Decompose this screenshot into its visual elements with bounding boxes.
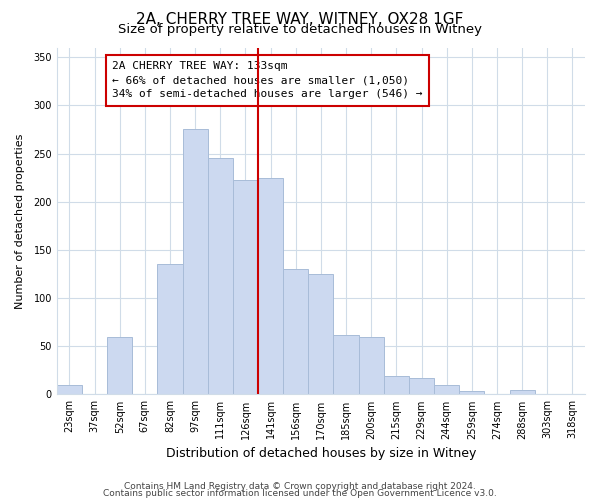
- Y-axis label: Number of detached properties: Number of detached properties: [15, 134, 25, 308]
- Bar: [107, 336, 132, 394]
- Bar: [334, 334, 359, 394]
- Bar: [308, 274, 334, 394]
- Bar: [384, 376, 409, 394]
- Bar: [258, 178, 283, 394]
- Text: Size of property relative to detached houses in Witney: Size of property relative to detached ho…: [118, 22, 482, 36]
- Bar: [182, 130, 208, 394]
- Bar: [233, 180, 258, 394]
- Bar: [283, 269, 308, 394]
- Text: Contains public sector information licensed under the Open Government Licence v3: Contains public sector information licen…: [103, 489, 497, 498]
- Bar: [57, 385, 82, 394]
- X-axis label: Distribution of detached houses by size in Witney: Distribution of detached houses by size …: [166, 447, 476, 460]
- Bar: [359, 336, 384, 394]
- Text: 2A, CHERRY TREE WAY, WITNEY, OX28 1GF: 2A, CHERRY TREE WAY, WITNEY, OX28 1GF: [136, 12, 464, 28]
- Text: Contains HM Land Registry data © Crown copyright and database right 2024.: Contains HM Land Registry data © Crown c…: [124, 482, 476, 491]
- Bar: [509, 390, 535, 394]
- Bar: [208, 158, 233, 394]
- Bar: [459, 390, 484, 394]
- Bar: [434, 385, 459, 394]
- Bar: [157, 264, 182, 394]
- Bar: [409, 378, 434, 394]
- Text: 2A CHERRY TREE WAY: 133sqm
← 66% of detached houses are smaller (1,050)
34% of s: 2A CHERRY TREE WAY: 133sqm ← 66% of deta…: [112, 62, 423, 100]
